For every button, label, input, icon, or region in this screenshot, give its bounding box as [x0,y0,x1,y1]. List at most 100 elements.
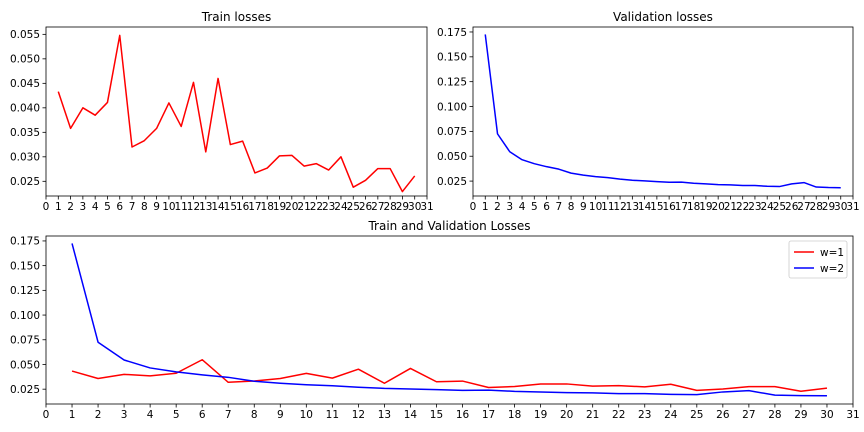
x-tick-label: 23 [638,409,651,421]
x-tick-label: 22 [310,201,323,213]
train-losses-frame [45,26,428,197]
y-tick-label: 0.100 [10,310,40,322]
y-tick-label: 0.035 [10,127,40,139]
y-tick-label: 0.150 [10,260,40,272]
x-tick-label: 14 [211,201,225,213]
x-tick-label: 4 [92,201,99,213]
x-tick-label: 30 [408,201,421,213]
y-tick-label: 0.100 [437,101,467,113]
x-tick-label: 25 [773,201,786,213]
x-tick-label: 6 [543,201,550,213]
validation-losses-title: Validation losses [613,10,713,24]
y-tick-label: 0.175 [437,27,467,39]
y-tick-label: 0.025 [437,176,467,188]
x-tick-label: 18 [687,201,700,213]
x-tick-label: 29 [794,409,807,421]
train-validation-losses-frame [45,235,854,405]
x-tick-label: 19 [273,201,286,213]
y-tick-label: 0.050 [437,151,467,163]
x-tick-label: 31 [846,201,859,213]
validation-losses-series-line-0 [484,34,841,189]
x-tick-label: 24 [761,201,775,213]
x-tick-label: 6 [199,409,206,421]
x-tick-label: 17 [675,201,688,213]
x-tick-label: 15 [430,409,443,421]
x-tick-label: 5 [531,201,538,213]
x-tick-label: 9 [277,409,284,421]
x-tick-label: 8 [251,409,258,421]
y-tick-label: 0.075 [10,335,40,347]
x-tick-label: 0 [470,201,477,213]
x-tick-label: 11 [326,409,339,421]
x-tick-label: 2 [494,201,501,213]
x-tick-label: 20 [285,201,298,213]
x-tick-label: 3 [121,409,128,421]
x-tick-label: 5 [173,409,180,421]
x-tick-label: 16 [456,409,470,421]
x-tick-label: 4 [519,201,526,213]
x-tick-label: 14 [638,201,652,213]
x-tick-label: 22 [612,409,625,421]
x-tick-label: 3 [506,201,513,213]
x-tick-label: 5 [104,201,111,213]
train-validation-losses-series-line-w1 [71,358,828,392]
y-tick-label: 0.055 [10,29,40,41]
x-tick-label: 26 [716,409,730,421]
x-tick-label: 12 [613,201,626,213]
x-tick-label: 15 [224,201,237,213]
legend-label: w=1 [820,247,844,259]
x-tick-label: 2 [95,409,102,421]
y-tick-label: 0.040 [10,103,40,115]
x-tick-label: 1 [55,201,62,213]
x-tick-label: 11 [175,201,188,213]
x-tick-label: 16 [662,201,676,213]
y-tick-label: 0.030 [10,152,40,164]
x-tick-label: 21 [297,201,310,213]
x-tick-label: 4 [147,409,154,421]
x-tick-label: 30 [820,409,833,421]
x-tick-label: 16 [236,201,250,213]
x-tick-label: 27 [797,201,810,213]
y-tick-label: 0.075 [437,126,467,138]
x-tick-label: 6 [116,201,123,213]
x-tick-label: 21 [724,201,737,213]
y-tick-label: 0.050 [10,54,40,66]
y-tick-label: 0.025 [10,176,40,188]
x-tick-label: 24 [334,201,348,213]
x-tick-label: 19 [534,409,547,421]
x-tick-label: 20 [560,409,573,421]
x-tick-label: 1 [69,409,76,421]
x-tick-label: 14 [404,409,418,421]
x-tick-label: 20 [711,201,724,213]
x-tick-label: 28 [768,409,781,421]
y-tick-label: 0.025 [10,384,40,396]
x-tick-label: 13 [626,201,639,213]
x-tick-label: 26 [785,201,799,213]
x-tick-label: 21 [586,409,599,421]
x-tick-label: 17 [482,409,495,421]
x-tick-label: 23 [322,201,335,213]
x-tick-label: 9 [153,201,160,213]
x-tick-label: 18 [261,201,274,213]
x-tick-label: 9 [580,201,587,213]
x-tick-label: 31 [846,409,859,421]
x-tick-label: 13 [199,201,212,213]
x-tick-label: 26 [359,201,373,213]
train-validation-losses-title: Train and Validation Losses [367,219,530,233]
y-tick-label: 0.175 [10,236,40,248]
x-tick-label: 31 [420,201,433,213]
x-tick-label: 28 [383,201,396,213]
train-losses-title: Train losses [201,10,271,24]
x-tick-label: 0 [43,409,50,421]
x-tick-label: 25 [690,409,703,421]
x-tick-label: 10 [589,201,602,213]
x-tick-label: 12 [187,201,200,213]
train-losses-series-line-0 [57,34,416,193]
x-tick-label: 27 [371,201,384,213]
x-tick-label: 30 [834,201,847,213]
x-tick-label: 29 [822,201,835,213]
x-tick-label: 12 [352,409,365,421]
